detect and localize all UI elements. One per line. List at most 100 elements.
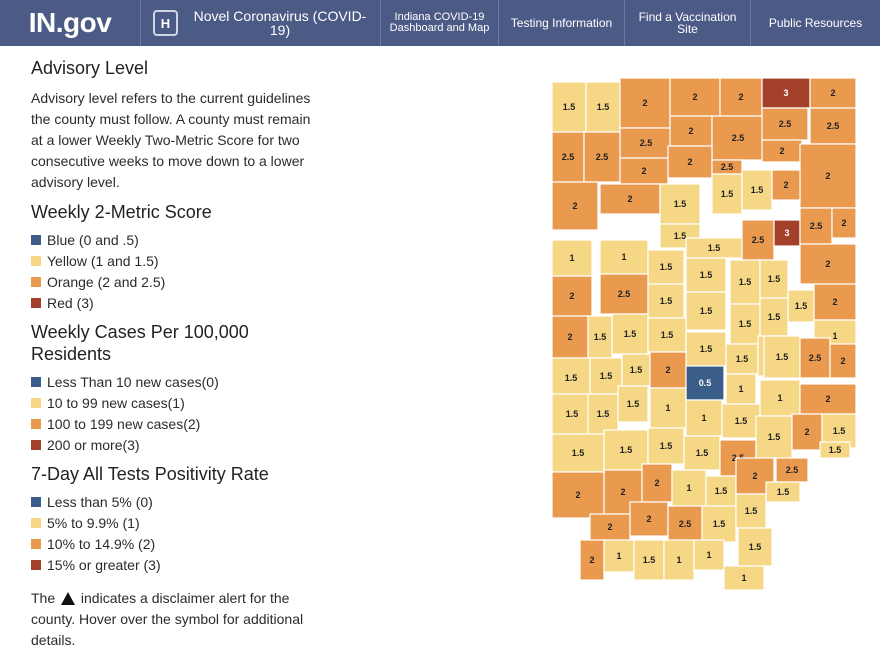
county-shape[interactable] (599, 183, 661, 215)
county-shape[interactable] (725, 373, 757, 405)
county-shape[interactable] (809, 107, 857, 145)
county-shape[interactable] (621, 353, 651, 387)
county-shape[interactable] (669, 115, 713, 147)
county-shape[interactable] (649, 387, 687, 429)
nav-novel-coronavirus[interactable]: H Novel Coronavirus (COVID-19) (140, 0, 380, 46)
county-score-label: 2 (825, 259, 830, 269)
county-score-label: 2.5 (779, 119, 792, 129)
county-score-label: 1.5 (745, 506, 758, 516)
county-shape[interactable] (819, 441, 851, 459)
nav-find-vaccination-site[interactable]: Find a Vaccination Site (624, 0, 750, 46)
county-shape[interactable] (551, 181, 599, 231)
section-weekly-2-metric-score: Weekly 2-Metric Score Blue (0 and .5) Ye… (31, 202, 321, 314)
county-shape[interactable] (579, 539, 605, 581)
county-shape[interactable] (693, 539, 725, 571)
county-shape[interactable] (685, 399, 723, 437)
legend-item: Red (3) (31, 292, 321, 313)
county-score-label: 1.5 (708, 243, 721, 253)
county-score-label: 1.5 (700, 270, 713, 280)
nav-public-resources[interactable]: Public Resources (750, 0, 880, 46)
county-score-label: 2 (641, 166, 646, 176)
county-shape[interactable] (799, 207, 833, 245)
county-shape[interactable] (633, 539, 665, 581)
county-shape[interactable] (551, 357, 591, 399)
county-shape[interactable] (741, 169, 773, 211)
county-shape[interactable] (551, 275, 593, 317)
county-shape[interactable] (831, 207, 857, 239)
county-score-label: 1.5 (749, 542, 762, 552)
county-score-label: 2 (627, 194, 632, 204)
county-shape[interactable] (659, 183, 701, 225)
county-shape[interactable] (667, 145, 713, 179)
county-shape[interactable] (719, 77, 763, 117)
county-score-label: 2 (572, 201, 577, 211)
county-shape[interactable] (723, 565, 765, 591)
county-shape[interactable] (759, 259, 789, 299)
county-shape[interactable] (619, 157, 669, 185)
county-shape[interactable] (551, 471, 605, 519)
county-shape[interactable] (829, 343, 857, 379)
county-score-label: 1 (706, 550, 711, 560)
county-shape[interactable] (649, 351, 687, 389)
county-shape[interactable] (647, 283, 685, 319)
county-shape[interactable] (587, 393, 619, 435)
legend-item: 15% or greater (3) (31, 555, 321, 576)
county-shape[interactable] (729, 259, 761, 305)
county-shape[interactable] (619, 77, 671, 129)
legend-swatch (31, 255, 41, 266)
county-shape[interactable] (551, 239, 593, 277)
county-shape[interactable] (761, 107, 809, 141)
county-score-label: 1 (701, 413, 706, 423)
county-shape[interactable] (617, 385, 649, 423)
county-shape[interactable] (647, 249, 685, 285)
county-shape[interactable] (629, 501, 669, 537)
county-shape[interactable] (809, 77, 857, 109)
county-shape[interactable] (685, 365, 725, 401)
covid-badge-icon: H (153, 10, 178, 36)
nav-dashboard-and-map[interactable]: Indiana COVID-19 Dashboard and Map (380, 0, 498, 46)
county-shape[interactable] (763, 335, 801, 379)
county-shape[interactable] (799, 243, 857, 285)
in-gov-logo[interactable]: IN.gov (0, 0, 140, 46)
county-score-label: 2.5 (640, 138, 653, 148)
county-shape[interactable] (663, 539, 695, 581)
county-shape[interactable] (765, 481, 801, 503)
county-shape[interactable] (773, 219, 801, 247)
county-score-label: 1 (738, 384, 743, 394)
county-score-label: 2 (825, 394, 830, 404)
county-shape[interactable] (551, 131, 585, 183)
county-shape[interactable] (741, 219, 775, 261)
legend-swatch (31, 497, 41, 508)
warning-triangle-icon (61, 591, 76, 605)
county-shape[interactable] (725, 343, 759, 375)
county-shape[interactable] (755, 415, 793, 459)
county-shape[interactable] (583, 131, 621, 183)
county-score-label: 1 (777, 393, 782, 403)
county-shape[interactable] (771, 169, 801, 201)
county-shape[interactable] (737, 527, 773, 567)
county-score-label: 1.5 (660, 441, 673, 451)
county-score-label: 1.5 (597, 409, 610, 419)
county-shape[interactable] (685, 291, 727, 331)
county-shape[interactable] (551, 393, 593, 435)
county-shape[interactable] (603, 539, 635, 573)
county-shape[interactable] (799, 383, 857, 415)
county-score-label: 1.5 (627, 399, 640, 409)
nav-testing-information[interactable]: Testing Information (498, 0, 624, 46)
county-score-label: 1.5 (597, 102, 610, 112)
county-shape[interactable] (647, 427, 685, 465)
county-shape[interactable] (589, 357, 623, 395)
county-shape[interactable] (775, 457, 809, 483)
county-score-label: 1.5 (696, 448, 709, 458)
county-shape[interactable] (813, 283, 857, 321)
county-score-label: 1.5 (751, 185, 764, 195)
county-score-label: 2 (642, 98, 647, 108)
county-shape[interactable] (603, 429, 649, 471)
county-shape[interactable] (711, 173, 743, 215)
county-score-label: 2 (830, 88, 835, 98)
county-score-label: 2.5 (827, 121, 840, 131)
county-score-label: 1 (665, 403, 670, 413)
county-score-label: 2 (646, 514, 651, 524)
county-shape[interactable] (587, 315, 613, 359)
county-shape[interactable] (685, 331, 727, 367)
